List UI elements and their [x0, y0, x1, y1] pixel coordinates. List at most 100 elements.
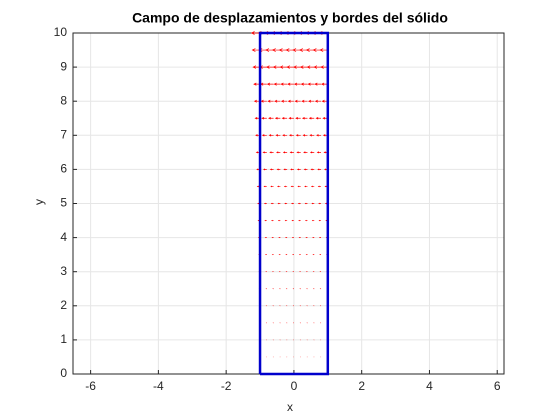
arrow: [318, 219, 322, 222]
arrow: [268, 116, 274, 120]
arrow: [261, 116, 267, 120]
x-tick-label: -2: [221, 379, 232, 393]
arrow: [263, 202, 267, 205]
arrow: [294, 99, 301, 103]
arrow: [284, 202, 288, 205]
x-axis-label: x: [287, 400, 293, 414]
y-tick-label: 10: [54, 25, 68, 39]
arrow: [288, 134, 294, 137]
arrow: [295, 134, 301, 137]
y-tick-label: 6: [60, 162, 67, 176]
x-tick-label: -4: [153, 379, 164, 393]
arrow: [286, 65, 294, 69]
y-tick-label: 7: [60, 127, 67, 141]
arrow: [295, 116, 301, 120]
arrow: [297, 185, 301, 188]
arrow: [273, 82, 281, 86]
arrow: [271, 219, 274, 222]
arrow: [311, 219, 315, 222]
arrow: [297, 202, 301, 205]
x-tick-label: 6: [494, 379, 501, 393]
arrow: [291, 237, 294, 239]
arrow: [282, 134, 288, 137]
arrow: [314, 82, 322, 86]
arrow: [262, 151, 267, 154]
arrow: [272, 65, 281, 69]
arrow: [315, 116, 322, 120]
arrow: [265, 65, 274, 69]
arrow: [266, 82, 274, 86]
arrow: [306, 65, 315, 69]
arrow: [269, 168, 274, 171]
x-tick-label: 0: [291, 379, 298, 393]
arrow: [264, 237, 267, 239]
arrow: [289, 151, 294, 154]
y-tick-label: 3: [60, 264, 67, 278]
arrow: [277, 185, 281, 188]
arrow: [304, 219, 308, 222]
arrow: [274, 99, 281, 103]
arrow: [303, 168, 308, 171]
chart-title: Campo de desplazamientos y bordes del só…: [132, 10, 448, 26]
arrow: [291, 202, 294, 205]
arrow: [268, 134, 274, 137]
arrow: [304, 202, 308, 205]
arrow: [277, 202, 281, 205]
arrow: [301, 116, 308, 120]
x-tick-label: -6: [85, 379, 96, 393]
arrow: [288, 116, 294, 120]
arrow: [270, 185, 274, 188]
arrow: [291, 219, 294, 222]
arrow: [274, 116, 281, 120]
arrow: [280, 99, 288, 103]
arrow: [279, 65, 288, 69]
solid-border: [258, 31, 330, 376]
x-tick-label: 4: [426, 379, 433, 393]
arrow: [283, 168, 288, 171]
arrow: [309, 134, 315, 137]
arrow: [310, 185, 315, 188]
arrow: [276, 168, 281, 171]
arrow: [312, 237, 315, 239]
arrow: [296, 168, 301, 171]
arrow: [269, 151, 274, 154]
arrow: [293, 65, 301, 69]
arrow: [283, 185, 288, 188]
y-tick-label: 2: [60, 298, 67, 312]
arrow: [290, 168, 294, 171]
arrow: [280, 82, 288, 86]
arrow: [299, 65, 308, 69]
arrow: [304, 185, 308, 188]
arrow: [261, 134, 267, 137]
arrow: [298, 219, 301, 222]
arrow: [284, 219, 288, 222]
y-tick-label: 5: [60, 196, 67, 210]
arrow: [278, 237, 281, 239]
arrow: [285, 237, 288, 239]
arrow: [305, 237, 308, 239]
arrow: [317, 168, 322, 171]
arrow: [277, 219, 281, 222]
arrow: [270, 202, 274, 205]
arrow: [290, 185, 294, 188]
arrow: [314, 99, 322, 103]
arrow: [319, 48, 328, 52]
y-axis-label: y: [32, 199, 46, 205]
arrow: [303, 151, 308, 154]
arrow: [281, 116, 288, 120]
arrow: [308, 99, 315, 103]
arrow: [316, 134, 322, 137]
arrow: [307, 82, 315, 86]
arrow: [287, 82, 294, 86]
y-tick-label: 4: [60, 230, 67, 244]
arrow: [296, 151, 301, 154]
arrow: [263, 185, 267, 188]
arrow: [271, 237, 274, 239]
arrow: [264, 219, 267, 222]
arrow: [308, 116, 315, 120]
arrow: [311, 202, 315, 205]
x-tick-label: 2: [358, 379, 365, 393]
arrow: [317, 185, 322, 188]
